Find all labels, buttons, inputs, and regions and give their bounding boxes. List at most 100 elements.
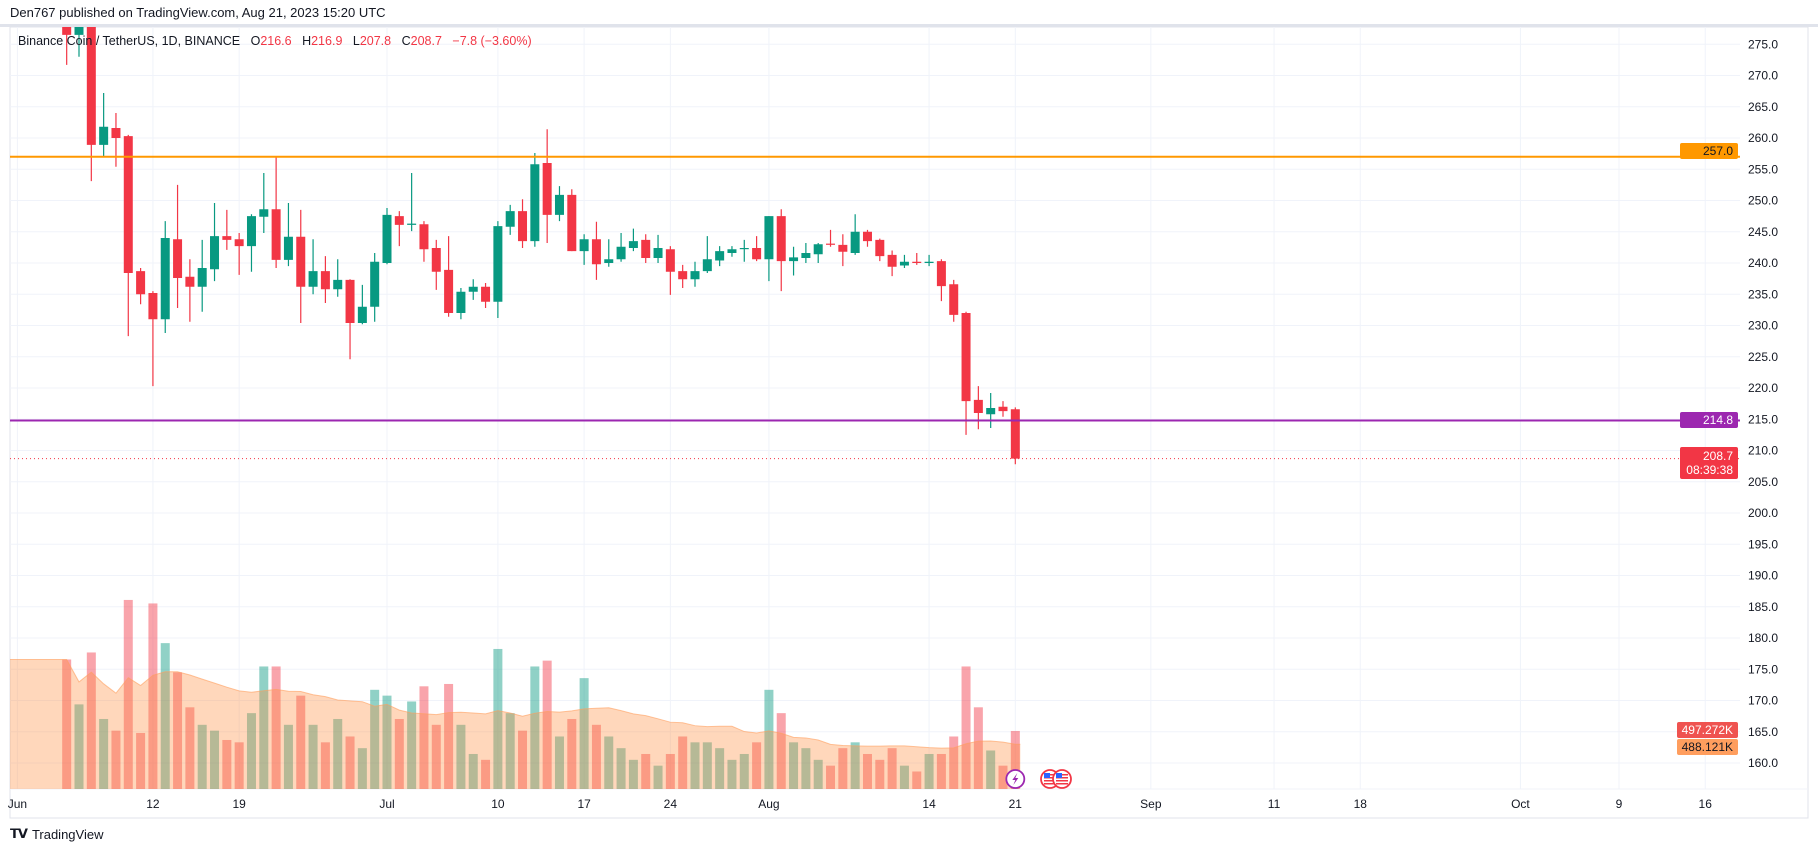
candle[interactable] [678, 264, 688, 288]
footer-brand[interactable]: TradingView [31, 826, 104, 842]
candle[interactable] [752, 236, 762, 262]
candle[interactable] [715, 246, 725, 267]
volume-ma-area [10, 659, 1021, 789]
candle[interactable] [899, 254, 909, 268]
candle[interactable] [567, 189, 577, 252]
candle[interactable] [912, 253, 922, 265]
lightning-icon[interactable] [1005, 769, 1026, 789]
candle[interactable] [789, 246, 799, 276]
candle[interactable] [222, 209, 232, 250]
candle[interactable] [382, 208, 392, 265]
volume-bar [185, 707, 195, 789]
candle[interactable] [924, 254, 934, 267]
candle[interactable] [862, 229, 872, 247]
candle[interactable] [283, 203, 293, 267]
candle[interactable] [431, 239, 441, 290]
candle[interactable] [518, 199, 528, 248]
candle[interactable] [210, 203, 220, 282]
candle[interactable] [653, 234, 663, 263]
volume-bar [518, 730, 528, 789]
candle[interactable] [173, 184, 183, 308]
candle[interactable] [357, 284, 367, 325]
volume-bar [99, 718, 109, 789]
candle[interactable] [776, 209, 786, 292]
candle[interactable] [99, 93, 109, 157]
candle[interactable] [271, 156, 281, 268]
candle-body [936, 261, 946, 287]
candle[interactable] [370, 253, 380, 322]
candle[interactable] [246, 214, 256, 272]
candle[interactable] [111, 113, 121, 167]
candle[interactable] [801, 243, 811, 263]
candle[interactable] [875, 238, 885, 262]
candle[interactable] [333, 259, 343, 297]
candle[interactable] [936, 259, 946, 302]
candle[interactable] [394, 211, 404, 247]
candle[interactable] [826, 229, 836, 247]
candle[interactable] [160, 221, 170, 333]
candle[interactable] [702, 236, 712, 273]
candle[interactable] [641, 234, 651, 263]
candle[interactable] [986, 393, 996, 428]
candle[interactable] [665, 246, 675, 295]
candle[interactable] [456, 288, 466, 320]
time-tick-label: Oct [1511, 797, 1530, 811]
volume-bar [801, 748, 811, 789]
candle[interactable] [259, 173, 269, 233]
candle[interactable] [604, 239, 614, 267]
candle[interactable] [345, 279, 355, 360]
chart-frame [9, 26, 1809, 819]
candle[interactable] [690, 261, 700, 287]
candle[interactable] [308, 239, 318, 295]
candle[interactable] [197, 239, 207, 312]
candle[interactable] [591, 221, 601, 280]
candle[interactable] [505, 204, 515, 235]
candle[interactable] [468, 279, 478, 300]
candle[interactable] [973, 386, 983, 430]
candle-body [197, 268, 207, 287]
candle[interactable] [998, 401, 1008, 417]
candle[interactable] [1010, 407, 1020, 465]
candle[interactable] [407, 173, 417, 232]
candle[interactable] [949, 279, 959, 322]
candle[interactable] [554, 186, 564, 222]
candle-body [296, 236, 306, 287]
candle[interactable] [579, 234, 589, 265]
volume-bar [616, 748, 626, 789]
candle[interactable] [887, 250, 897, 277]
candle[interactable] [628, 228, 638, 252]
candle[interactable] [320, 256, 330, 303]
candle[interactable] [234, 233, 244, 275]
candle[interactable] [813, 243, 823, 263]
candle[interactable] [493, 221, 503, 318]
candle[interactable] [123, 134, 133, 337]
candle[interactable] [616, 233, 626, 262]
candle[interactable] [727, 246, 737, 257]
candle[interactable] [136, 268, 146, 305]
candle[interactable] [850, 214, 860, 255]
candle[interactable] [542, 129, 552, 243]
volume-bar [702, 742, 712, 789]
horizontal-lines [10, 155, 1740, 789]
candle[interactable] [74, 27, 84, 57]
candle[interactable] [62, 27, 72, 65]
candle[interactable] [419, 221, 429, 262]
candle[interactable] [185, 259, 195, 322]
candle[interactable] [764, 216, 774, 282]
volume-bar [912, 771, 922, 789]
candle[interactable] [961, 311, 971, 435]
candle[interactable] [838, 234, 848, 267]
symbol-title[interactable]: Binance Coin / TetherUS, 1D, BINANCE [18, 34, 241, 48]
candle[interactable] [296, 209, 306, 323]
us-flag-icon[interactable] [1052, 769, 1072, 789]
candle[interactable] [530, 153, 540, 247]
volume-bar [973, 707, 983, 789]
candle-body [259, 209, 269, 217]
candle[interactable] [739, 239, 749, 262]
candle[interactable] [444, 236, 454, 317]
volume-bar [197, 724, 207, 789]
candle[interactable] [481, 283, 491, 308]
candle[interactable] [86, 27, 96, 182]
candle[interactable] [148, 291, 158, 387]
